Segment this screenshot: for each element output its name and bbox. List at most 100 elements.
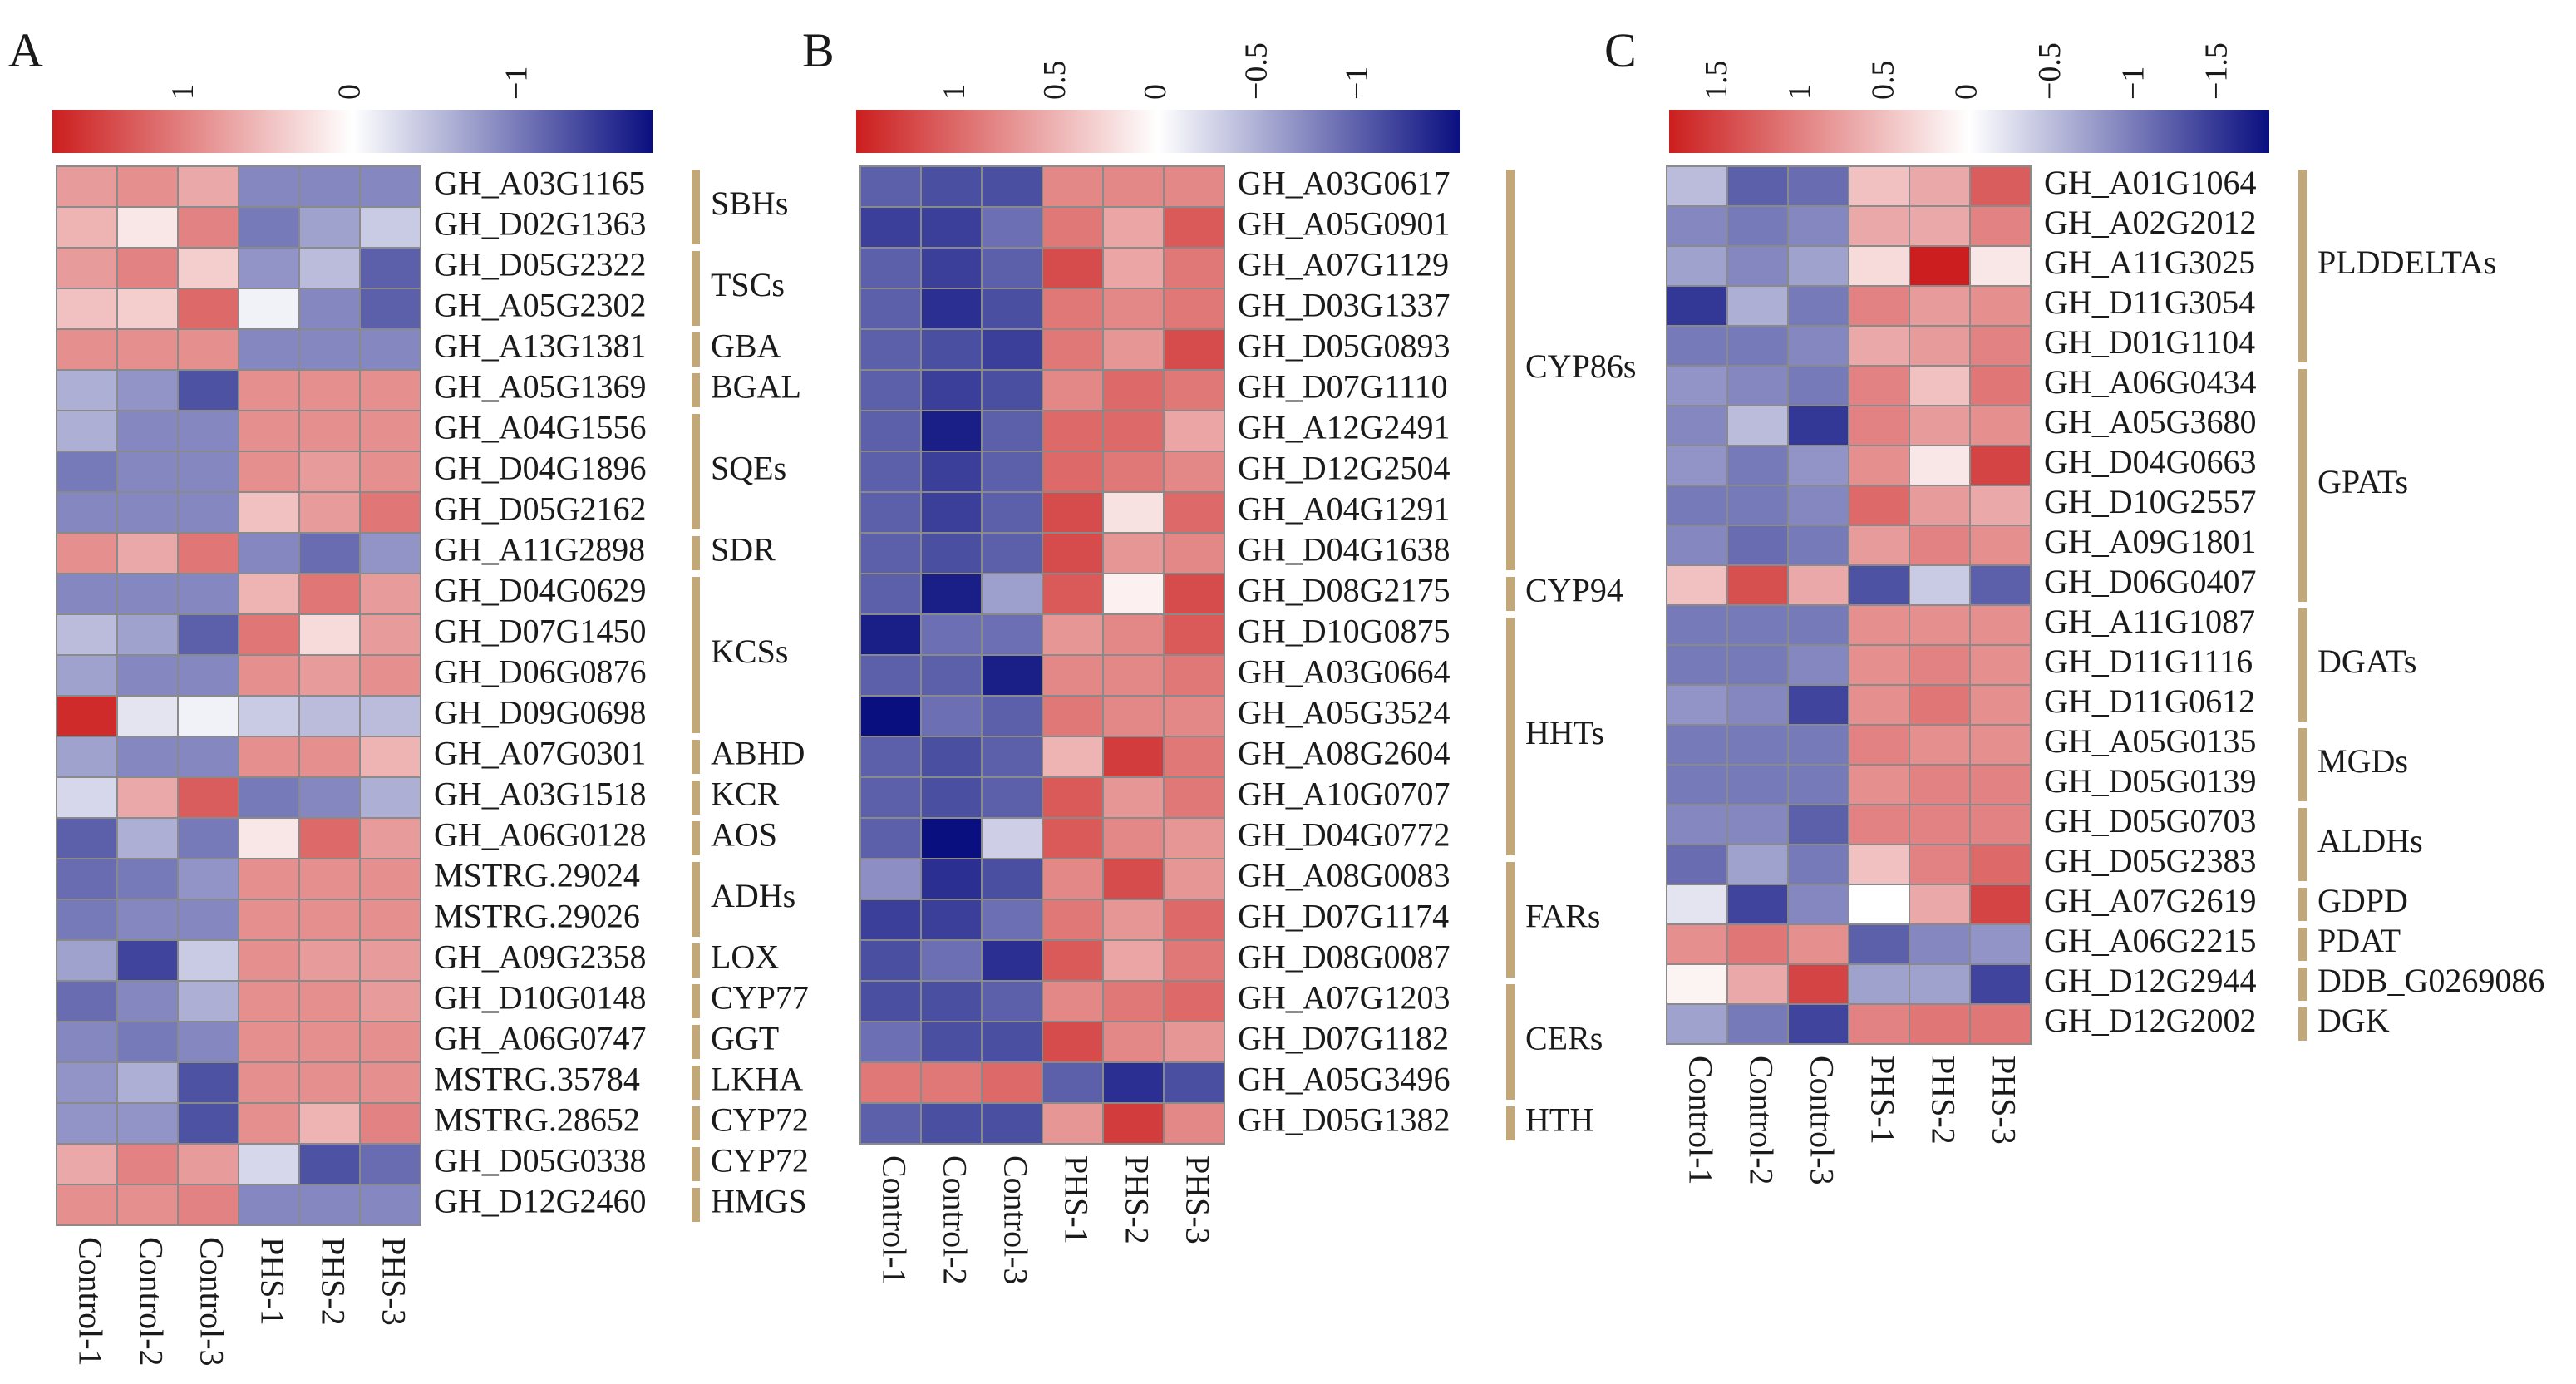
heatmap-cell [298,613,361,656]
heatmap-cell [1969,285,2032,327]
heatmap-cell [359,736,421,778]
heatmap-cell [1909,923,1971,965]
heatmap-cell [177,695,239,737]
column-label-phs-3: PHS-3 [1179,1155,1216,1244]
heatmap-cell [1726,165,1789,207]
heatmap-cell [1042,1021,1104,1063]
heatmap-cell [1909,564,1971,606]
heatmap-cell [56,206,118,249]
heatmap-cell [920,165,983,208]
heatmap-cell [298,573,361,615]
heatmap-cell [1848,445,1910,486]
gene-label: GH_A05G3524 [1238,694,1451,731]
heatmap-cell [359,247,421,289]
heatmap-cell [1787,365,1849,406]
heatmap-cell [1726,1003,1789,1045]
gene-label: GH_D05G0338 [434,1142,647,1180]
scale-tick-label: 0 [1138,84,1173,100]
heatmap-cell [1848,245,1910,287]
heatmap-cell [116,899,179,941]
heatmap-cell [238,736,300,778]
heatmap-cell [177,899,239,941]
heatmap-cell [116,613,179,656]
heatmap-cell [1163,654,1225,697]
heatmap-cell [920,288,983,330]
gene-label: GH_D07G1450 [434,613,647,650]
heatmap-cell [1042,817,1104,859]
group-label-cyp72: CYP72 [711,1142,809,1180]
heatmap-cell [1726,724,1789,766]
group-label-mgds: MGDs [2317,742,2408,780]
group-bracket [692,1066,700,1100]
heatmap-cell [920,328,983,371]
heatmap-cell [298,695,361,737]
heatmap-cell [177,206,239,249]
heatmap-cell [238,328,300,371]
heatmap-cell [1102,288,1165,330]
heatmap-cell [1163,899,1225,941]
heatmap-cell [1848,365,1910,406]
heatmap-cell [1102,328,1165,371]
group-label-hmgs: HMGS [711,1183,807,1220]
heatmap-cell [920,939,983,982]
group-label-cers: CERs [1525,1020,1603,1057]
scale-tick-label: 0 [1949,84,1984,100]
heatmap-cell [859,532,922,574]
heatmap-cell [1848,405,1910,446]
heatmap-cell [1163,817,1225,859]
column-label-control-2: Control-2 [936,1155,973,1285]
group-label-kcss: KCSs [711,633,788,670]
heatmap-cell [1969,724,2032,766]
heatmap-cell [359,1143,421,1185]
heatmap-cell [981,654,1043,697]
heatmap-cell [1102,410,1165,452]
heatmap-cell [359,491,421,534]
heatmap-cell [920,899,983,941]
group-bracket [2298,968,2307,1001]
heatmap-cell [981,573,1043,615]
heatmap-cell [238,410,300,452]
heatmap-cell [56,858,118,900]
gene-label: GH_A11G3025 [2044,244,2255,281]
heatmap-cell [177,532,239,574]
gene-label: GH_D10G0148 [434,979,647,1017]
heatmap-cell [1909,764,1971,805]
heatmap-cell [1848,963,1910,1005]
group-label-dgats: DGATs [2317,643,2416,680]
heatmap-cell [1042,613,1104,656]
scale-tick-label: 0.5 [1037,61,1072,101]
heatmap-cell [238,1184,300,1226]
scale-tick-label: 1 [165,84,200,100]
group-label-cyp72: CYP72 [711,1101,809,1139]
gene-label: GH_D02G1363 [434,205,647,243]
heatmap-cell [238,206,300,249]
heatmap-cell [981,369,1043,411]
heatmap-cell [981,288,1043,330]
heatmap-cell [116,165,179,208]
heatmap-cell [859,328,922,371]
heatmap-cell [1042,288,1104,330]
heatmap-cell [1726,445,1789,486]
heatmap-cell [859,736,922,778]
heatmap-cell [981,858,1043,900]
heatmap-cell [859,491,922,534]
heatmap-cell [1666,844,1728,885]
heatmap-cell [1909,884,1971,925]
heatmap-cell [1726,804,1789,845]
gene-label: MSTRG.35784 [434,1061,640,1098]
gene-label: GH_D10G0875 [1238,613,1451,650]
heatmap-cell [1787,325,1849,367]
heatmap-cell [859,165,922,208]
heatmap-cell [116,247,179,289]
heatmap-cell [981,247,1043,289]
heatmap-cell [359,165,421,208]
heatmap-cell [177,369,239,411]
heatmap-cell [981,980,1043,1022]
gene-label: GH_A05G0135 [2044,722,2257,760]
heatmap-cell [359,532,421,574]
group-bracket [692,414,700,529]
heatmap-cell [1042,491,1104,534]
heatmap-cell [1102,654,1165,697]
heatmap-cell [1969,764,2032,805]
heatmap-cell [1848,564,1910,606]
